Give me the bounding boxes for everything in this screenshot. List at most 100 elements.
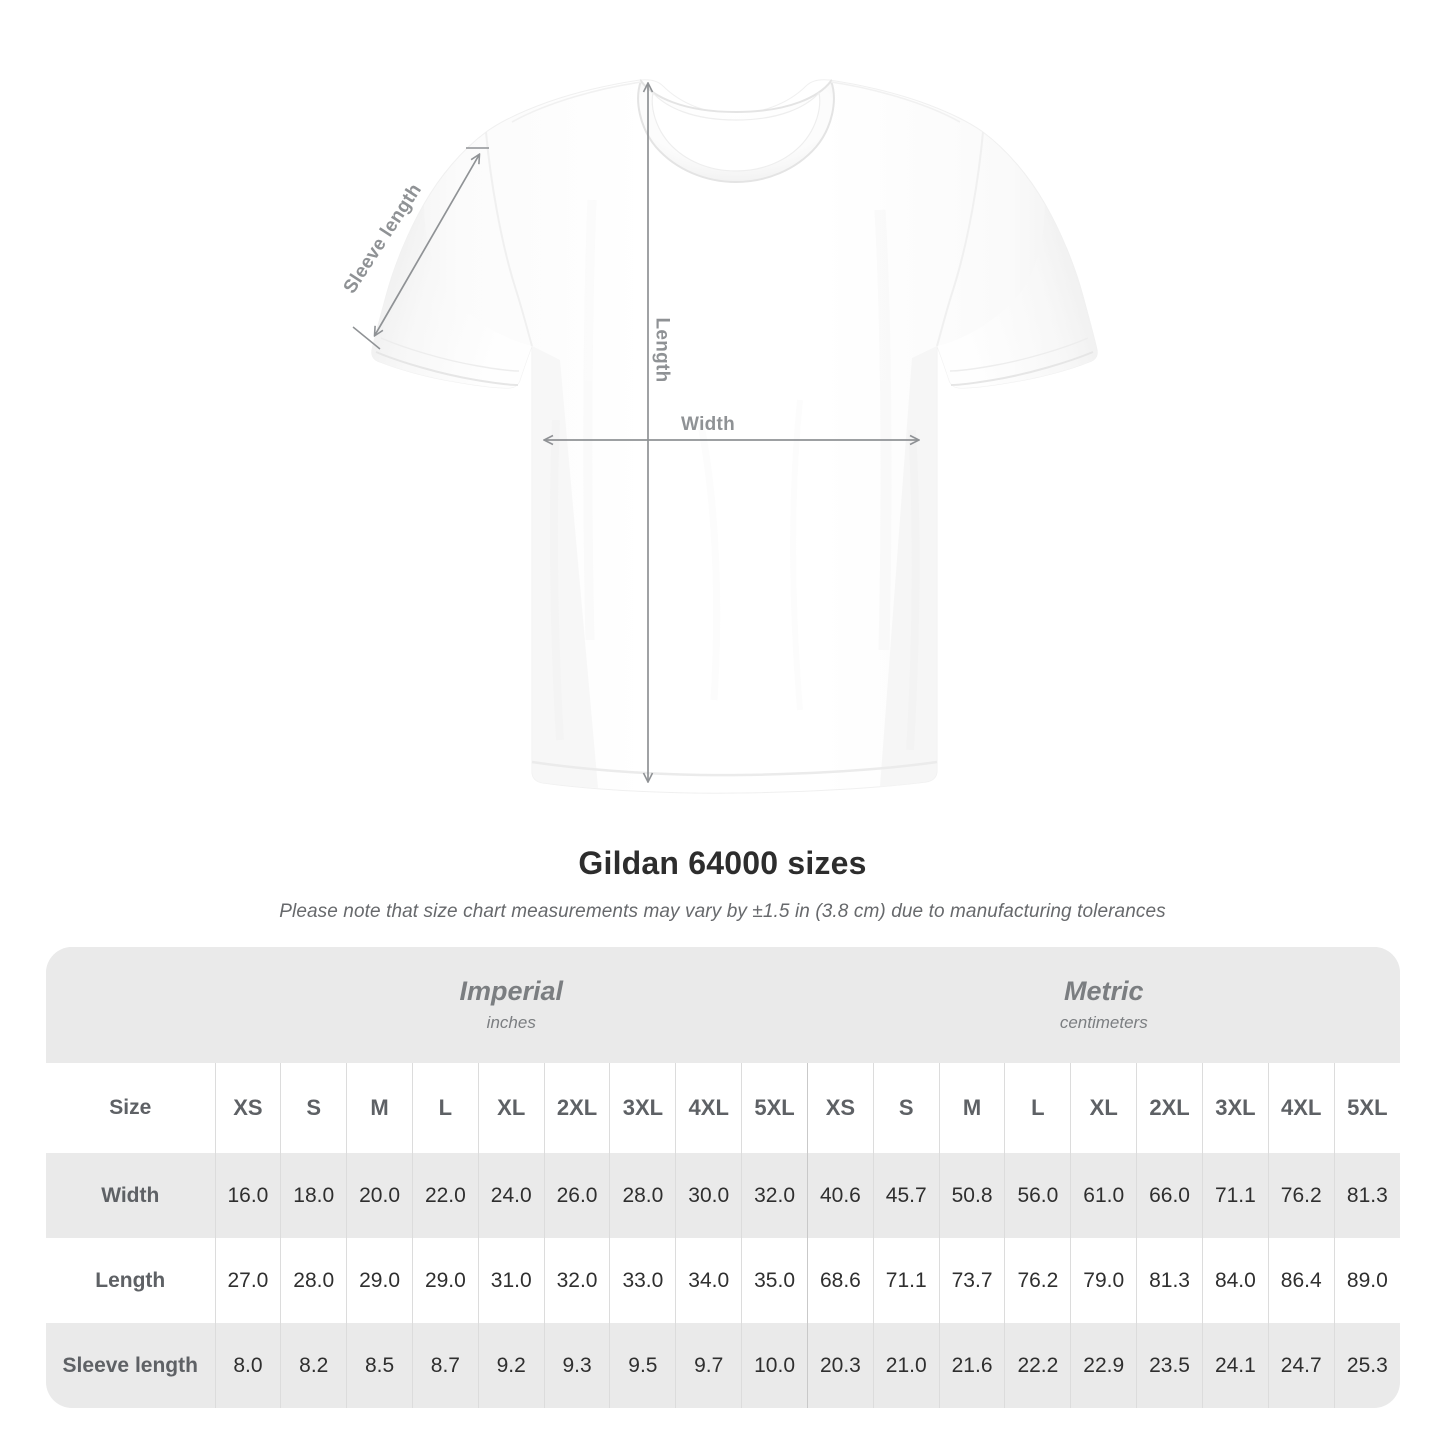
cell-width-M-cm: 50.8: [938, 1153, 1005, 1238]
cell-length-3XL-cm: 84.0: [1201, 1238, 1269, 1323]
cell-sleeve-length-3XL-cm: 24.1: [1201, 1323, 1269, 1408]
table-row: Width 16.0 18.0 20.0 22.0 24.0 26.0 28.0 30.0 32.…: [46, 1153, 1400, 1238]
size-column-header-metric-3xl: 3XL: [1201, 1063, 1269, 1153]
imperial-unit-cell: Imperial inches: [215, 947, 808, 1063]
size-column-header-imperial-xl: XL: [477, 1063, 545, 1153]
size-column-header-imperial-m: M: [346, 1063, 413, 1153]
cell-sleeve-length-S-cm: 21.0: [872, 1323, 940, 1408]
cell-sleeve-length-M-cm: 21.6: [938, 1323, 1005, 1408]
sleeve-hem-left: [375, 351, 519, 386]
armhole-left: [485, 131, 533, 347]
cell-length-XS-cm: 68.6: [807, 1238, 874, 1323]
collar-inner: [651, 91, 821, 172]
cell-length-4XL-cm: 86.4: [1267, 1238, 1335, 1323]
size-column-header-imperial-s: S: [280, 1063, 347, 1153]
size-column-header-metric-l: L: [1004, 1063, 1071, 1153]
width-label: Width: [681, 414, 736, 435]
row-label-sleeve-length: Sleeve length: [46, 1323, 215, 1408]
metric-unit-cell: Metric centimeters: [807, 947, 1400, 1063]
imperial-subtitle: inches: [486, 1013, 536, 1033]
shirt-outline: [371, 79, 1098, 794]
cell-sleeve-length-5XL-in: 10.0: [741, 1323, 808, 1408]
size-column-header-metric-s: S: [872, 1063, 940, 1153]
cell-length-L-in: 29.0: [411, 1238, 479, 1323]
table-row: Sleeve length 8.0 8.2 8.5 8.7 9.2 9.3 9.5 9.7 10.…: [46, 1323, 1400, 1408]
cell-sleeve-length-4XL-in: 9.7: [675, 1323, 742, 1408]
sleeve-hem-right-inner: [949, 337, 1089, 372]
sleeve-right-shade: [937, 204, 1098, 388]
size-chart-container: Imperial inches Metric centimeters Size X…: [46, 947, 1400, 1408]
cell-sleeve-length-2XL-cm: 23.5: [1136, 1323, 1203, 1408]
size-header-row: Size XS S M L XL 2XL 3XL 4XL 5XL XS S M L XL 2XL 3XL 4XL 5…: [46, 1063, 1400, 1153]
size-column-header-imperial-xs: XS: [214, 1063, 281, 1153]
sleeve-hem-left-inner: [380, 337, 520, 372]
cell-sleeve-length-2XL-in: 9.3: [543, 1323, 610, 1408]
cell-width-L-in: 22.0: [411, 1153, 479, 1238]
shoulder-seam-left: [511, 81, 642, 123]
cell-length-4XL-in: 34.0: [675, 1238, 742, 1323]
cell-width-XL-cm: 61.0: [1070, 1153, 1137, 1238]
table-row: Length 27.0 28.0 29.0 29.0 31.0 32.0 33.0 34.0 35…: [46, 1238, 1400, 1323]
cell-length-S-cm: 71.1: [872, 1238, 940, 1323]
size-column-header-metric-2xl: 2XL: [1136, 1063, 1203, 1153]
size-row-header-label: Size: [46, 1063, 215, 1153]
shirt-body-group: [371, 78, 1098, 794]
cell-length-XL-in: 31.0: [477, 1238, 545, 1323]
tolerance-note: Please note that size chart measurements…: [279, 901, 1166, 922]
title-block: Gildan 64000 sizes Please note that size…: [0, 845, 1445, 923]
tshirt-illustration: Sleeve length Length Width: [340, 78, 1098, 794]
imperial-title: Imperial: [459, 975, 564, 1006]
cell-width-L-cm: 56.0: [1004, 1153, 1071, 1238]
cell-length-M-in: 29.0: [346, 1238, 413, 1323]
row-label-length: Length: [46, 1238, 215, 1323]
cell-sleeve-length-XS-cm: 20.3: [807, 1323, 874, 1408]
cell-length-2XL-in: 32.0: [543, 1238, 610, 1323]
cell-width-3XL-in: 28.0: [609, 1153, 676, 1238]
cell-width-2XL-cm: 66.0: [1136, 1153, 1203, 1238]
sleeve-tick-bottom: [352, 326, 381, 350]
size-column-header-imperial-3xl: 3XL: [609, 1063, 676, 1153]
sleeve-hem-right: [950, 351, 1094, 386]
size-column-header-metric-m: M: [938, 1063, 1005, 1153]
size-column-header-metric-xl: XL: [1070, 1063, 1137, 1153]
metric-subtitle: centimeters: [1059, 1013, 1148, 1033]
measurement-arrows: [352, 84, 918, 781]
cell-width-2XL-in: 26.0: [543, 1153, 610, 1238]
cell-length-XL-cm: 79.0: [1070, 1238, 1137, 1323]
cell-sleeve-length-5XL-cm: 25.3: [1333, 1323, 1400, 1408]
tshirt-diagram-svg: [352, 78, 1098, 794]
cell-length-M-cm: 73.7: [938, 1238, 1005, 1323]
cell-width-XL-in: 24.0: [477, 1153, 545, 1238]
cell-length-2XL-cm: 81.3: [1136, 1238, 1203, 1323]
size-column-header-imperial-2xl: 2XL: [543, 1063, 610, 1153]
size-chart-table: Imperial inches Metric centimeters Size X…: [46, 947, 1400, 1408]
cell-length-XS-in: 27.0: [214, 1238, 281, 1323]
cell-length-S-in: 28.0: [280, 1238, 347, 1323]
cell-width-5XL-cm: 81.3: [1333, 1153, 1400, 1238]
cell-width-S-cm: 45.7: [872, 1153, 940, 1238]
size-column-header-metric-4xl: 4XL: [1267, 1063, 1335, 1153]
bottom-hem: [531, 760, 938, 777]
cell-sleeve-length-4XL-cm: 24.7: [1267, 1323, 1335, 1408]
cell-sleeve-length-L-in: 8.7: [411, 1323, 479, 1408]
cell-width-4XL-cm: 76.2: [1267, 1153, 1335, 1238]
cell-sleeve-length-XL-in: 9.2: [477, 1323, 545, 1408]
cell-width-5XL-in: 32.0: [741, 1153, 808, 1238]
sleeve-arrow-line: [375, 155, 479, 335]
cell-width-S-in: 18.0: [280, 1153, 347, 1238]
cell-sleeve-length-L-cm: 22.2: [1004, 1323, 1071, 1408]
size-column-header-metric-5xl: 5XL: [1333, 1063, 1400, 1153]
unit-band-spacer: [46, 947, 215, 1063]
unit-band-row: Imperial inches Metric centimeters: [46, 947, 1400, 1063]
cell-sleeve-length-XS-in: 8.0: [214, 1323, 281, 1408]
cell-width-4XL-in: 30.0: [675, 1153, 742, 1238]
cell-length-L-cm: 76.2: [1004, 1238, 1071, 1323]
cell-length-3XL-in: 33.0: [609, 1238, 676, 1323]
size-column-header-imperial-l: L: [411, 1063, 479, 1153]
cell-width-XS-cm: 40.6: [807, 1153, 874, 1238]
size-column-header-imperial-5xl: 5XL: [741, 1063, 808, 1153]
cell-sleeve-length-M-in: 8.5: [346, 1323, 413, 1408]
row-label-width: Width: [46, 1153, 215, 1238]
cell-sleeve-length-XL-cm: 22.9: [1070, 1323, 1137, 1408]
cell-width-M-in: 20.0: [346, 1153, 413, 1238]
